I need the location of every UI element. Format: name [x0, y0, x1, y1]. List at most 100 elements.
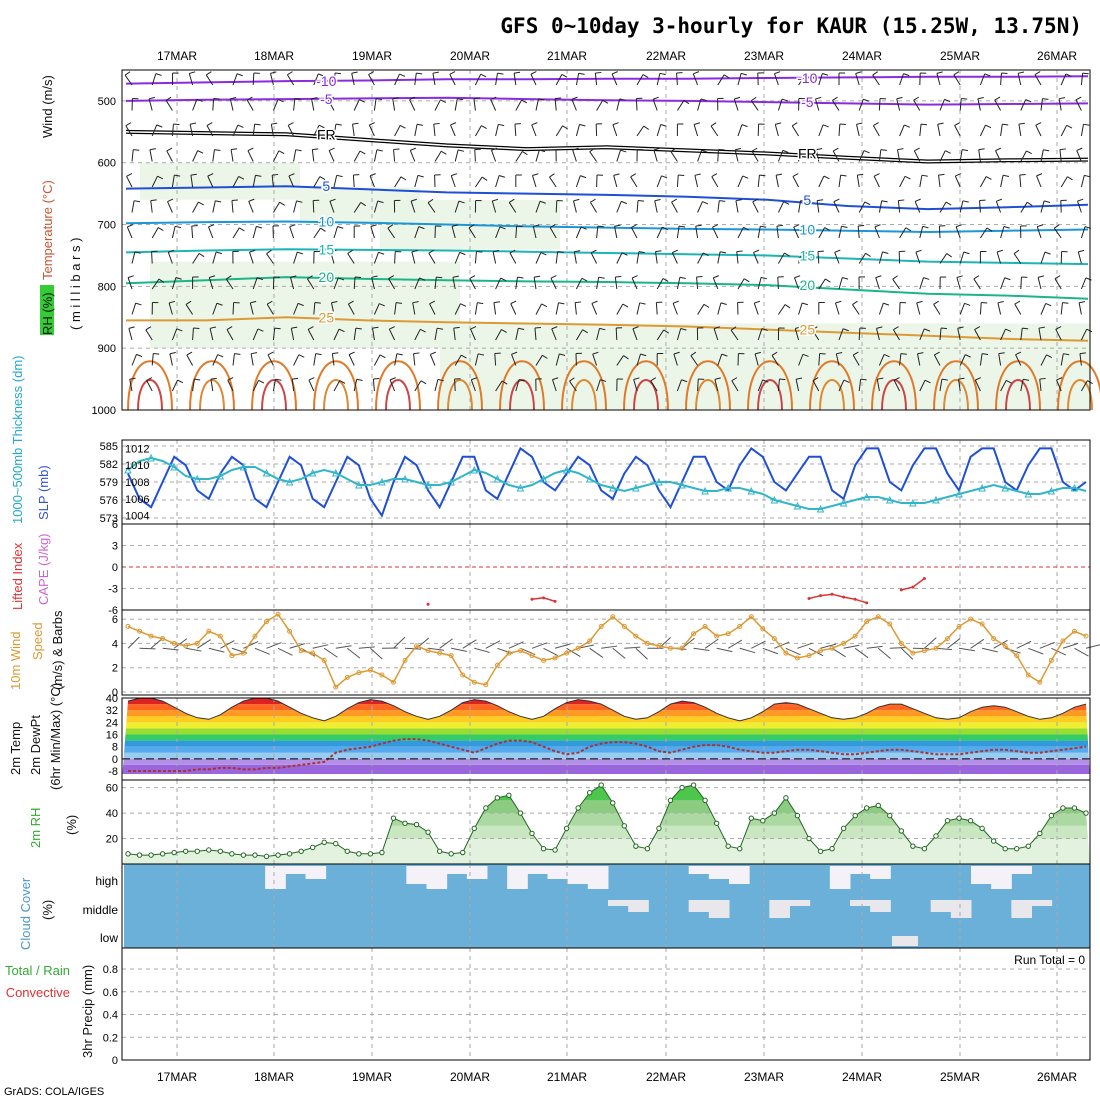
wind-barb-flag	[249, 249, 256, 253]
text-layer: GFS 0~10day 3-hourly for KAUR (15.25W, 1…	[4, 14, 1085, 1098]
wind-barb-flag	[1044, 251, 1051, 255]
wind-barb	[333, 73, 336, 86]
wind-barb	[225, 278, 234, 290]
wind-barb-flag	[287, 122, 294, 126]
wind-barb-flag	[702, 201, 709, 205]
rh-point	[921, 846, 928, 852]
rh-point	[956, 815, 962, 821]
temp-tick-label: 40	[106, 693, 118, 705]
temperature-band	[122, 716, 1090, 723]
wind-barb-flag	[369, 122, 375, 126]
temperature-contour	[125, 96, 1089, 106]
wind-barb-flag	[860, 378, 867, 381]
freezing-level-line-inner	[125, 131, 1089, 163]
wind-barb-flag	[631, 224, 637, 228]
wind-barb	[1077, 200, 1082, 213]
surface-wind-barb	[566, 647, 581, 657]
wind-barb-flag	[440, 99, 447, 103]
wind-barb	[697, 201, 703, 213]
wind-barb	[791, 125, 800, 137]
wind-barb-flag	[555, 97, 562, 100]
series-line	[127, 446, 1087, 518]
wind-barb-flag	[166, 147, 173, 152]
wind-barb-flag	[452, 275, 459, 278]
wind-barb-flag	[1015, 351, 1022, 356]
wind-barb	[737, 227, 744, 239]
wind-barb	[495, 380, 503, 392]
wind-barb-flag	[267, 351, 274, 356]
boundary-layer-contour	[943, 379, 969, 411]
wind-barb	[998, 353, 1002, 366]
wind-barb	[131, 149, 134, 162]
wind-barb-flag	[210, 377, 217, 380]
thickness-tick-label: 585	[100, 441, 118, 453]
wind-barb-flag	[670, 147, 677, 152]
wind-barb	[712, 226, 719, 239]
cloud-middle-cell	[769, 900, 790, 918]
wind-barb	[394, 353, 398, 366]
wind-barb-flag	[1082, 72, 1089, 75]
rh-point	[367, 851, 374, 857]
wind-barb	[717, 353, 723, 366]
wind-barb-flag	[633, 377, 640, 380]
boundary-layer-contour	[1067, 379, 1093, 411]
wind-barb-flag	[823, 175, 830, 180]
wind-barb	[373, 200, 379, 213]
wind-barb-flag	[723, 74, 730, 79]
wind-barb	[1080, 124, 1084, 137]
wind-barb	[653, 149, 658, 162]
wind-barb-flag	[290, 275, 297, 278]
slp-tick-label: 1012	[125, 443, 149, 455]
cloud-middle-cell	[708, 900, 730, 918]
wind-barb	[272, 328, 276, 341]
wind-barb-flag	[432, 71, 439, 74]
wind-barb	[192, 327, 194, 341]
wind-barb-flag	[272, 173, 279, 176]
contour-label: FR	[317, 126, 336, 142]
wind-barb	[454, 303, 461, 315]
wind-speed-point	[229, 653, 235, 659]
cloud-middle-cell	[1031, 900, 1053, 906]
wind-barb	[1014, 303, 1022, 315]
wind-barb-flag	[308, 377, 315, 381]
wind-barb-flag	[517, 276, 524, 279]
wind-barb-flag	[501, 329, 507, 333]
boundary-layer-contour	[127, 360, 173, 411]
wind-speed-point	[541, 657, 547, 663]
rh-point	[1037, 830, 1043, 837]
wind-barb	[734, 149, 739, 162]
wind-barb	[165, 100, 173, 111]
wind-barb	[353, 276, 356, 290]
wind-barb	[616, 303, 624, 315]
wind-barb-flag	[146, 377, 153, 381]
wind-barb	[939, 328, 942, 341]
wind-barb-flag	[388, 275, 395, 280]
wind-barb-flag	[590, 249, 597, 254]
wind-barb	[959, 303, 965, 315]
wind-barb	[449, 74, 456, 86]
wind-barb	[954, 125, 961, 137]
wind-barb-flag	[1036, 173, 1043, 177]
wind-barb	[974, 379, 981, 392]
rh-point	[529, 830, 535, 837]
panel-frame-ua	[121, 69, 1091, 411]
wind-barb	[351, 73, 355, 86]
wind-barb-flag	[208, 224, 215, 228]
wind-barb	[474, 353, 479, 366]
wind-barb	[210, 379, 214, 392]
wind-barb	[575, 226, 582, 239]
wind-speed-point	[783, 650, 789, 656]
surface-wind-barb	[727, 639, 743, 649]
cloud-high-cell	[406, 866, 427, 884]
wind-barb	[333, 380, 341, 392]
wind-barb-flag	[961, 98, 968, 100]
wind-barb-flag	[643, 125, 649, 130]
wind-barb	[690, 355, 699, 366]
wind-barb	[429, 354, 436, 366]
wind-barb	[852, 304, 860, 315]
wind-barb	[474, 73, 482, 86]
rh-point	[263, 853, 270, 860]
wind-barb-flag	[396, 353, 403, 356]
wind-barb-flag	[1013, 249, 1020, 254]
surface-wind-barb	[762, 647, 779, 655]
